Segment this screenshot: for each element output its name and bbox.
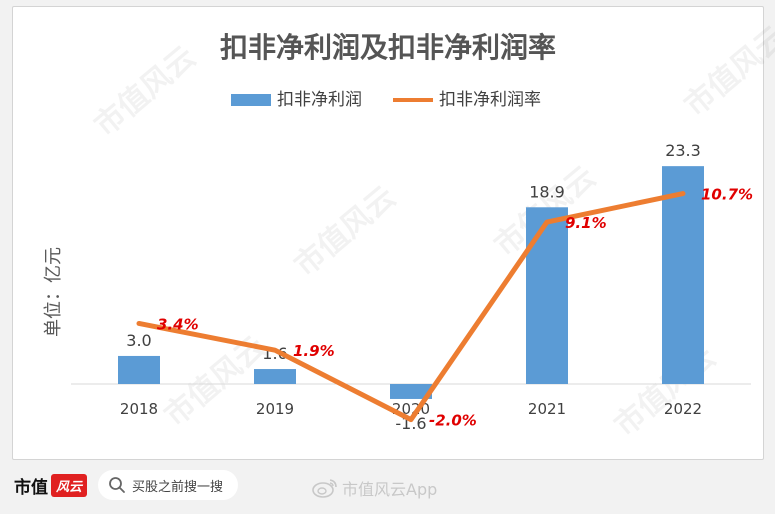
bars (118, 166, 704, 399)
bar-2019 (254, 369, 296, 384)
weibo-icon (312, 479, 337, 498)
rate-label-2020: -2.0% (429, 412, 477, 430)
rate-labels: 3.4% 1.9% -2.0% 9.1% 10.7% (157, 186, 753, 430)
x-tick-2021: 2021 (528, 400, 566, 418)
bar-2022 (662, 166, 704, 384)
legend: 扣非净利润 扣非净利润率 (231, 90, 541, 110)
rate-label-2021: 9.1% (565, 214, 607, 232)
search-icon (109, 477, 125, 493)
rate-label-2018: 3.4% (157, 315, 199, 333)
bar-2020 (390, 384, 432, 399)
chart-title: 扣非净利润及扣非净利润率 (220, 31, 556, 64)
search-box[interactable]: 买股之前搜一搜 (98, 470, 238, 500)
weibo-handle: 市值风云App (342, 480, 438, 499)
x-tick-2022: 2022 (664, 400, 702, 418)
legend-line-label: 扣非净利润率 (439, 90, 541, 110)
bar-2021 (526, 207, 568, 384)
legend-bar-label: 扣非净利润 (277, 90, 362, 110)
bar-label-2020: -1.6 (395, 414, 426, 433)
bar-labels: 3.01.6-1.618.923.3 (126, 141, 701, 433)
brand: 市值 风云 (14, 472, 88, 498)
x-tick-2018: 2018 (120, 400, 158, 418)
bar-label-2021: 18.9 (529, 182, 565, 201)
rate-label-2022: 10.7% (701, 186, 753, 204)
rate-label-2019: 1.9% (293, 342, 335, 360)
x-tick-labels: 2018 2019 2020 2021 2022 (120, 400, 702, 418)
y-axis-label: 单位：亿元 (43, 247, 64, 337)
legend-bar-swatch (231, 94, 271, 106)
brand-logo: 风云 (51, 473, 88, 497)
rate-line (136, 191, 686, 423)
chart: 扣非净利润及扣非净利润率 扣非净利润 扣非净利润率 单位：亿元 3.01.6-1… (43, 31, 753, 433)
x-tick-2019: 2019 (256, 400, 294, 418)
chart-card: 市值风云 市值风云 市值风云 市值风云 市值风云 市值风云 扣非净利润及扣非净利… (12, 6, 775, 460)
footer: 市值 风云 买股之前搜一搜 市值风云App (0, 462, 775, 514)
bar-label-2022: 23.3 (665, 141, 701, 160)
brand-name: 市值 (14, 477, 48, 498)
search-placeholder: 买股之前搜一搜 (132, 479, 224, 495)
bar-label-2018: 3.0 (126, 331, 151, 350)
weibo-tag: 市值风云App (312, 476, 437, 500)
bar-2018 (118, 355, 160, 384)
